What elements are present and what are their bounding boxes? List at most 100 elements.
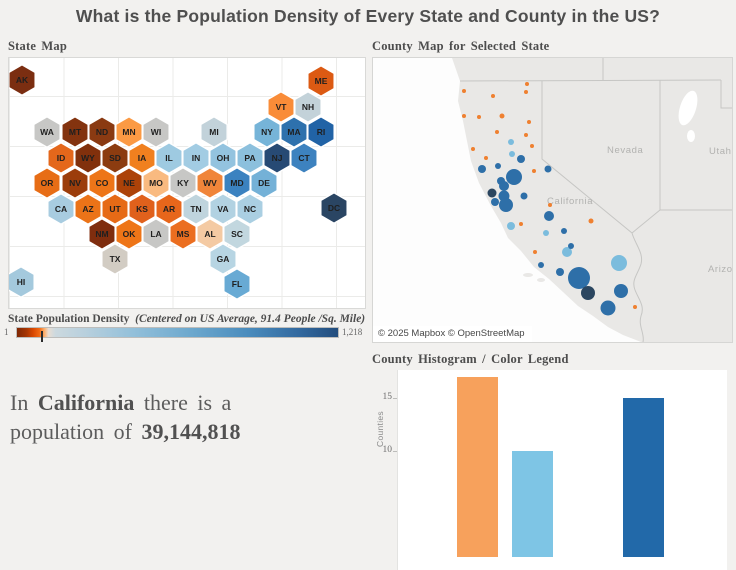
state-hex-OR[interactable] xyxy=(33,166,61,200)
county-dot[interactable] xyxy=(568,243,574,249)
state-hex-label-MN: MN xyxy=(122,127,135,137)
state-hex-label-SD: SD xyxy=(109,153,121,163)
state-hex-label-NY: NY xyxy=(261,127,273,137)
state-borders xyxy=(459,58,732,342)
county-dot[interactable] xyxy=(633,305,637,309)
state-hex-label-CO: CO xyxy=(96,178,109,188)
state-hex-label-VA: VA xyxy=(217,204,228,214)
state-hex-label-KS: KS xyxy=(136,204,148,214)
histogram-ytick-10: 10 xyxy=(382,445,393,455)
summary-highlight: California xyxy=(37,390,135,415)
pacific-ocean xyxy=(373,58,641,342)
county-dot[interactable] xyxy=(568,267,590,289)
state-hex-DC[interactable] xyxy=(320,191,348,225)
county-dot[interactable] xyxy=(462,89,466,93)
us-average-marker xyxy=(41,331,43,342)
state-hex-CT[interactable] xyxy=(290,141,318,175)
county-dot[interactable] xyxy=(600,300,616,316)
state-hex-label-WI: WI xyxy=(151,127,161,137)
county-map[interactable]: Nevada Utah California Arizona © 2025 Mapbo… xyxy=(372,57,733,343)
histogram-bar-1[interactable] xyxy=(457,376,498,557)
state-hex-DE[interactable] xyxy=(250,166,278,200)
state-hex-label-NC: NC xyxy=(244,204,256,214)
state-hex-label-OH: OH xyxy=(217,153,230,163)
state-hex-RI[interactable] xyxy=(307,115,335,149)
county-dot[interactable] xyxy=(519,222,523,226)
state-hex-SC[interactable] xyxy=(223,217,251,251)
state-hex-label-MI: MI xyxy=(209,127,218,137)
state-hex-label-KY: KY xyxy=(177,178,189,188)
county-dots-layer xyxy=(462,82,637,316)
state-hex-label-ME: ME xyxy=(315,76,328,86)
county-dot[interactable] xyxy=(530,144,534,148)
state-hex-label-AZ: AZ xyxy=(82,204,93,214)
state-hex-label-IN: IN xyxy=(192,153,201,163)
state-hex-AK[interactable] xyxy=(9,63,36,97)
state-hex-NC[interactable] xyxy=(236,192,264,226)
county-dot[interactable] xyxy=(532,169,536,173)
state-hex-label-WV: WV xyxy=(203,178,217,188)
state-hex-NH[interactable] xyxy=(294,90,322,124)
state-hex-label-NJ: NJ xyxy=(272,153,283,163)
state-hex-TX[interactable] xyxy=(101,242,129,276)
county-dot[interactable] xyxy=(588,218,594,224)
county-dot[interactable] xyxy=(556,268,564,276)
county-histogram: Counties 15 10 xyxy=(372,369,731,570)
state-hex-WI[interactable] xyxy=(142,115,170,149)
county-dot[interactable] xyxy=(487,188,497,198)
county-dot[interactable] xyxy=(533,250,537,254)
histogram-bar-2[interactable] xyxy=(512,451,553,557)
state-hex-label-WY: WY xyxy=(81,153,95,163)
county-dot[interactable] xyxy=(525,82,529,86)
county-dot[interactable] xyxy=(506,169,522,185)
county-dot[interactable] xyxy=(477,115,481,119)
summary-line: population of 39,144,818 xyxy=(10,417,360,446)
state-hex-label-MT: MT xyxy=(69,127,82,137)
county-dot[interactable] xyxy=(520,192,528,200)
county-dot[interactable] xyxy=(509,151,515,157)
density-gradient-bar[interactable] xyxy=(16,327,339,338)
county-dot[interactable] xyxy=(499,113,505,119)
county-dot[interactable] xyxy=(499,181,509,191)
histogram-bar-4[interactable] xyxy=(623,398,664,557)
state-density-legend-title: State Population Density (Centered on US… xyxy=(8,313,365,325)
state-hex-GA[interactable] xyxy=(209,242,237,276)
county-dot[interactable] xyxy=(611,255,627,271)
county-dot[interactable] xyxy=(507,222,515,230)
county-dot[interactable] xyxy=(538,262,544,268)
county-dot[interactable] xyxy=(614,284,628,298)
map-attribution[interactable]: © 2025 Mapbox © OpenStreetMap xyxy=(373,326,532,342)
county-dot[interactable] xyxy=(478,165,486,173)
county-dot[interactable] xyxy=(471,147,475,151)
county-dot[interactable] xyxy=(581,286,595,300)
county-dot[interactable] xyxy=(527,120,531,124)
state-hex-ME[interactable] xyxy=(307,64,335,98)
state-hex-HI[interactable] xyxy=(9,265,35,299)
legend-min-label: 1 xyxy=(4,327,9,337)
county-dot[interactable] xyxy=(517,155,525,163)
county-dot[interactable] xyxy=(562,247,572,257)
state-hex-label-OK: OK xyxy=(123,229,137,239)
county-dot[interactable] xyxy=(561,228,567,234)
county-dot[interactable] xyxy=(462,114,466,118)
county-dot[interactable] xyxy=(524,133,528,137)
map-label-arizona: Arizona xyxy=(708,264,732,275)
county-dot[interactable] xyxy=(484,156,488,160)
histogram-plot-area xyxy=(397,370,727,570)
state-hex-FL[interactable] xyxy=(223,267,251,301)
county-dot[interactable] xyxy=(499,198,513,212)
county-dot[interactable] xyxy=(491,198,499,206)
county-dot[interactable] xyxy=(548,203,552,207)
county-dot[interactable] xyxy=(544,211,554,221)
county-dot[interactable] xyxy=(524,90,528,94)
state-hex-label-UT: UT xyxy=(109,204,121,214)
county-dot[interactable] xyxy=(544,165,552,173)
state-hex-label-GA: GA xyxy=(217,254,230,264)
state-hex-WA[interactable] xyxy=(33,115,61,149)
county-dot[interactable] xyxy=(543,230,549,236)
county-dot[interactable] xyxy=(495,130,499,134)
county-dot[interactable] xyxy=(508,139,514,145)
histogram-header: County Histogram / Color Legend xyxy=(372,352,569,366)
county-dot[interactable] xyxy=(491,94,495,98)
county-dot[interactable] xyxy=(495,163,501,169)
